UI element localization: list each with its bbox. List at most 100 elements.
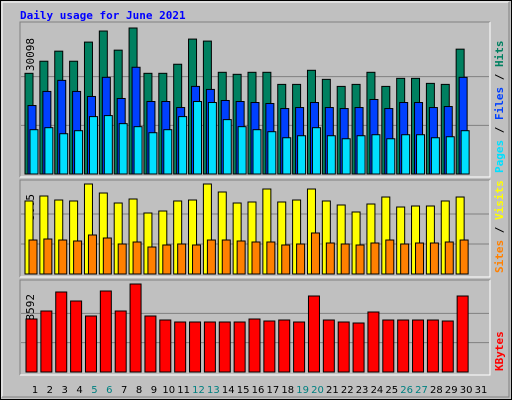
bar: [207, 102, 217, 175]
panel-bevel: [19, 21, 490, 177]
x-tick-label: 14: [222, 385, 235, 396]
bar: [103, 115, 113, 175]
bar: [177, 243, 187, 275]
bar: [144, 315, 157, 373]
x-tick-label: 20: [311, 385, 324, 396]
x-tick-label: 29: [445, 385, 458, 396]
legend: KBytes: [493, 331, 506, 371]
bar: [293, 321, 306, 373]
bar: [73, 240, 83, 275]
bar: [251, 241, 261, 275]
bar: [114, 310, 127, 373]
x-tick-label: 31: [475, 385, 488, 396]
x-tick-label: 12: [192, 385, 205, 396]
bar: [416, 134, 426, 175]
legend-separator: /: [493, 220, 506, 240]
bar: [267, 131, 277, 175]
bar: [193, 101, 203, 175]
x-tick-label: 21: [326, 385, 339, 396]
x-tick-label: 16: [252, 385, 265, 396]
x-tick-label: 26: [400, 385, 413, 396]
bar: [400, 243, 410, 275]
bar: [281, 244, 291, 275]
bar: [99, 290, 112, 373]
bar: [44, 127, 54, 175]
bar: [367, 311, 380, 373]
bar: [203, 321, 216, 373]
bar: [445, 136, 455, 175]
x-tick-label: 6: [106, 385, 112, 396]
bar: [296, 243, 306, 275]
bar: [412, 319, 425, 373]
bar: [415, 242, 425, 275]
bar: [456, 295, 469, 373]
x-tick-label: 9: [151, 385, 157, 396]
bar: [459, 239, 469, 275]
bar: [222, 119, 232, 175]
bar: [206, 239, 216, 275]
bar: [310, 232, 320, 275]
bar: [326, 135, 336, 175]
x-tick-label: 23: [356, 385, 369, 396]
x-tick-label: 11: [177, 385, 190, 396]
x-tick-label: 5: [91, 385, 97, 396]
legend-separator: /: [493, 120, 506, 140]
legend: Sites / Visits: [493, 180, 506, 273]
bar: [58, 239, 68, 275]
x-tick-label: 18: [281, 385, 294, 396]
bar: [297, 135, 307, 175]
bar: [88, 116, 98, 175]
bar: [221, 239, 231, 275]
legend-entry: Hits: [493, 41, 506, 68]
bar: [129, 283, 142, 373]
x-tick-label: 8: [136, 385, 142, 396]
bar: [278, 319, 291, 373]
panel-bevel: [19, 279, 490, 375]
bar: [159, 319, 172, 373]
bar: [87, 234, 97, 275]
bar: [370, 242, 380, 275]
bar: [352, 322, 365, 373]
panel-bevel: [19, 179, 490, 277]
bar: [59, 133, 69, 175]
bar: [117, 243, 127, 275]
y-tick-label: 30098: [24, 38, 37, 71]
bar: [325, 242, 335, 275]
bar: [236, 240, 246, 275]
bar: [29, 129, 39, 175]
x-tick-label: 13: [207, 385, 220, 396]
panel-bevel: [20, 280, 491, 376]
bar: [426, 319, 439, 373]
bar: [189, 321, 202, 373]
bar: [444, 241, 454, 275]
x-tick-label: 24: [371, 385, 384, 396]
x-tick-label: 30: [460, 385, 473, 396]
bar: [74, 130, 84, 175]
bar: [382, 319, 395, 373]
bar: [147, 246, 157, 275]
bar: [371, 134, 381, 175]
x-tick-label: 17: [266, 385, 279, 396]
bar: [178, 116, 188, 175]
legend-separator: /: [493, 67, 506, 87]
x-tick-label: 25: [385, 385, 398, 396]
x-tick-label: 10: [162, 385, 175, 396]
bar: [307, 295, 320, 373]
bar: [132, 241, 142, 275]
bar: [84, 315, 97, 373]
bar: [102, 237, 112, 275]
legend: Pages / Files / Hits: [493, 41, 506, 174]
panel-bevel: [20, 180, 491, 278]
bar: [386, 138, 396, 175]
bar: [28, 239, 38, 275]
legend-entry: KBytes: [493, 331, 506, 371]
bar: [55, 291, 68, 373]
x-tick-label: 22: [341, 385, 354, 396]
bar: [430, 137, 440, 175]
bar: [356, 135, 366, 175]
bar: [163, 129, 173, 175]
bar: [43, 238, 53, 275]
legend-entry: Files: [493, 87, 506, 120]
